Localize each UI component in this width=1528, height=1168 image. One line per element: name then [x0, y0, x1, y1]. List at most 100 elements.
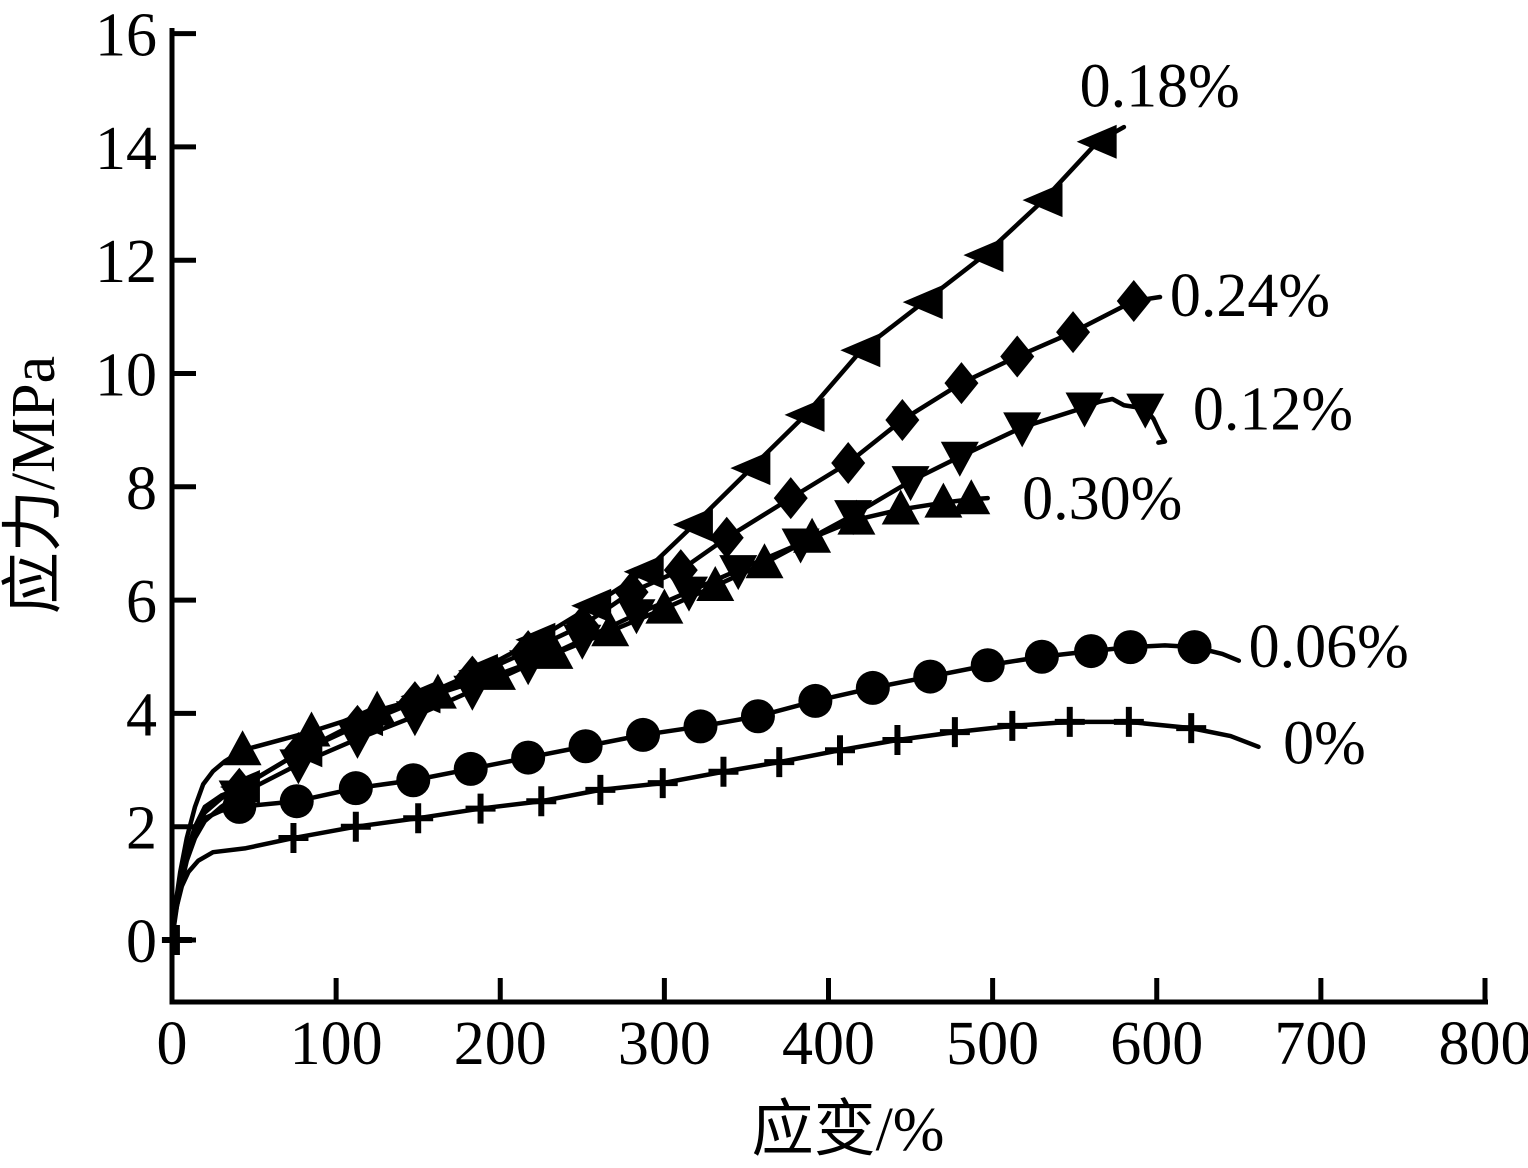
y-tick-label: 14: [95, 115, 157, 183]
series-marker-triangle-up: [591, 611, 630, 647]
series-marker-circle: [740, 699, 775, 734]
series-marker-circle: [913, 659, 948, 694]
y-tick-label: 4: [126, 681, 157, 749]
series-marker-triangle-down: [617, 599, 656, 635]
series-marker-triangle-left: [1076, 124, 1117, 159]
series-marker-plus: [403, 803, 434, 834]
axes: [169, 28, 1488, 1005]
series-marker-triangle-up: [292, 711, 331, 747]
series-marker-triangle-down: [719, 555, 758, 591]
series-marker-circle: [970, 648, 1005, 683]
series-marker-plus: [585, 774, 616, 805]
y-tick-label: 16: [95, 2, 157, 70]
series-marker-circle: [1024, 639, 1059, 674]
series-marker-circle: [511, 740, 546, 775]
y-tick-label: 2: [126, 795, 157, 863]
series-marker-circle: [338, 771, 373, 806]
series-marker-diamond: [1000, 335, 1035, 378]
x-tick-label: 500: [946, 1010, 1039, 1078]
series-marker-diamond: [1056, 311, 1091, 354]
series-marker-circle: [798, 683, 833, 718]
series-marker-triangle-down: [891, 466, 930, 502]
series-marker-triangle-down: [1003, 412, 1042, 448]
series-marker-circle: [222, 789, 257, 824]
x-tick-label: 600: [1110, 1010, 1203, 1078]
series-marker-plus: [1176, 713, 1207, 744]
series-marker-diamond: [885, 398, 920, 441]
series-marker-diamond: [944, 362, 979, 405]
series-marker-triangle-left: [840, 333, 881, 368]
series-marker-triangle-up: [745, 543, 784, 579]
series-marker-plus: [997, 710, 1028, 741]
series-marker-plus: [882, 725, 913, 756]
y-tick-label: 0: [126, 908, 157, 976]
series-marker-circle: [855, 670, 890, 705]
series-marker-triangle-left: [1022, 183, 1063, 218]
curve-label-0.12%: 0.12%: [1193, 375, 1353, 443]
series-marker-triangle-up: [952, 479, 991, 515]
series-marker-plus: [708, 756, 739, 787]
series-marker-circle: [453, 751, 488, 786]
series-marker-triangle-down: [338, 723, 377, 759]
series-line-0%: [169, 719, 1261, 948]
x-axis-title: 应变/%: [752, 1096, 945, 1164]
series-marker-triangle-up: [881, 489, 920, 525]
plot-area: 0 2 4 6 8 10 12 14 16 0 100 200 300 400 500 600 700 800 0.…: [95, 2, 1528, 1078]
series-marker-diamond: [1116, 279, 1151, 322]
x-tick-label: 800: [1439, 1010, 1528, 1078]
x-tick-label: 700: [1274, 1010, 1367, 1078]
series-marker-triangle-up: [793, 517, 832, 553]
series-marker-plus: [1054, 706, 1085, 737]
series-marker-circle: [1074, 634, 1109, 669]
series-line-0.12%: [169, 396, 1168, 943]
series-marker-plus: [526, 786, 557, 817]
series-marker-plus: [939, 717, 970, 748]
x-tick-label: 100: [290, 1010, 383, 1078]
series-marker-plus: [647, 768, 678, 799]
series-marker-triangle-up: [645, 588, 684, 624]
curve-label-0.18%: 0.18%: [1080, 53, 1240, 121]
series-marker-triangle-left: [730, 451, 771, 486]
series-marker-plus: [161, 925, 192, 955]
series-marker-triangle-up: [477, 654, 516, 690]
series-marker-triangle-up: [358, 690, 397, 726]
curve-label-0.30%: 0.30%: [1022, 465, 1182, 533]
series-marker-diamond: [773, 477, 808, 520]
series-marker-plus: [824, 735, 855, 766]
series-marker-circle: [626, 717, 661, 752]
series-marker-circle: [568, 729, 603, 764]
series-marker-triangle-up: [418, 673, 457, 709]
series-marker-diamond: [831, 442, 866, 485]
series-marker-triangle-up: [535, 633, 574, 669]
x-tick-label: 300: [618, 1010, 711, 1078]
series-marker-plus: [1113, 706, 1144, 737]
series-marker-plus: [340, 811, 371, 842]
series-marker-circle: [683, 709, 718, 744]
series-marker-triangle-up: [223, 730, 262, 766]
series-marker-circle: [279, 784, 314, 819]
series-marker-circle: [1177, 630, 1212, 665]
x-tick-label: 400: [782, 1010, 875, 1078]
y-axis-title: 应力/MPa: [0, 356, 68, 614]
x-tick-label: 200: [454, 1010, 547, 1078]
series-marker-triangle-up: [924, 482, 963, 518]
series-marker-plus: [764, 747, 795, 778]
y-tick-label: 6: [126, 568, 157, 636]
series-marker-triangle-down: [1126, 393, 1165, 429]
series-marker-circle: [396, 763, 431, 798]
series-marker-plus: [465, 793, 496, 824]
series-line-0.30%: [169, 495, 990, 943]
series-marker-triangle-down: [279, 749, 318, 785]
y-tick-label: 12: [95, 228, 157, 296]
series-marker-triangle-left: [784, 397, 825, 432]
series-marker-triangle-left: [672, 507, 713, 542]
curve-label-0%: 0%: [1283, 710, 1366, 778]
series-marker-circle: [1113, 630, 1148, 665]
series-marker-triangle-down: [1065, 392, 1104, 428]
curve-label-0.24%: 0.24%: [1170, 262, 1330, 330]
series-marker-triangle-down: [395, 701, 434, 737]
series-marker-triangle-up: [696, 565, 735, 601]
series-marker-plus: [278, 823, 309, 854]
y-tick-label: 10: [95, 342, 157, 410]
